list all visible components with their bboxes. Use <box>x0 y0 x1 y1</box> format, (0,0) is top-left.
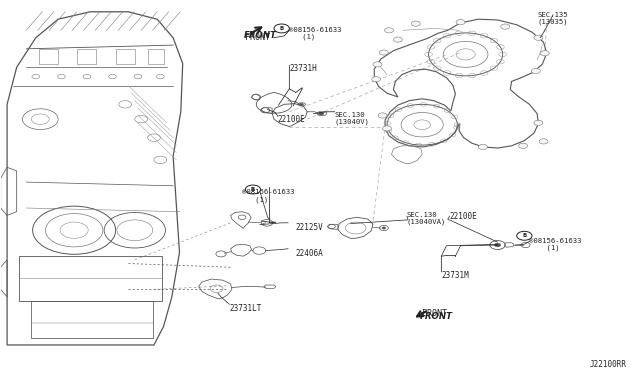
Text: SEC.130
(13040V): SEC.130 (13040V) <box>335 112 370 125</box>
Text: ®08156-61633
   (1): ®08156-61633 (1) <box>242 189 294 203</box>
Circle shape <box>494 243 500 247</box>
Circle shape <box>531 68 540 74</box>
Circle shape <box>500 24 509 29</box>
Text: 23731M: 23731M <box>442 271 469 280</box>
Circle shape <box>478 144 487 150</box>
Text: 22406A: 22406A <box>296 249 323 258</box>
Text: 22125V: 22125V <box>296 223 323 232</box>
Circle shape <box>380 50 388 55</box>
Text: 23731H: 23731H <box>289 64 317 73</box>
Circle shape <box>412 21 420 26</box>
Circle shape <box>373 62 382 67</box>
Circle shape <box>319 112 324 115</box>
Text: FRONT: FRONT <box>244 33 269 42</box>
Text: B: B <box>251 187 255 192</box>
Circle shape <box>456 20 465 25</box>
Circle shape <box>300 103 303 106</box>
Circle shape <box>540 51 549 56</box>
Text: 23731LT: 23731LT <box>229 304 262 313</box>
Text: SEC.135
(13035): SEC.135 (13035) <box>538 12 568 25</box>
Circle shape <box>382 227 386 229</box>
Bar <box>31 301 153 337</box>
Text: B: B <box>280 26 284 31</box>
Circle shape <box>378 113 387 118</box>
Text: ®08156-61633
    (1): ®08156-61633 (1) <box>529 238 582 251</box>
Circle shape <box>274 24 289 33</box>
Bar <box>148 49 164 64</box>
Circle shape <box>534 120 543 125</box>
Circle shape <box>385 28 394 33</box>
Circle shape <box>372 77 381 82</box>
Bar <box>116 49 135 64</box>
Text: 22100E: 22100E <box>450 212 477 221</box>
Bar <box>77 49 97 64</box>
Text: B: B <box>522 233 527 238</box>
Text: FRONT: FRONT <box>243 31 276 41</box>
Circle shape <box>245 185 260 194</box>
Circle shape <box>534 35 543 40</box>
Text: ®08156-61633
   (1): ®08156-61633 (1) <box>289 27 342 40</box>
Text: FRONT: FRONT <box>420 312 453 321</box>
Bar <box>19 256 163 301</box>
Text: SEC.130
(13040VA): SEC.130 (13040VA) <box>407 212 446 225</box>
Circle shape <box>518 143 527 148</box>
Text: J22100RR: J22100RR <box>589 360 627 369</box>
Bar <box>39 49 58 64</box>
Text: 22100E: 22100E <box>278 115 306 125</box>
Text: FRONT: FRONT <box>422 309 447 318</box>
Circle shape <box>383 126 392 131</box>
Circle shape <box>516 231 532 240</box>
Circle shape <box>394 37 403 42</box>
Circle shape <box>539 139 548 144</box>
